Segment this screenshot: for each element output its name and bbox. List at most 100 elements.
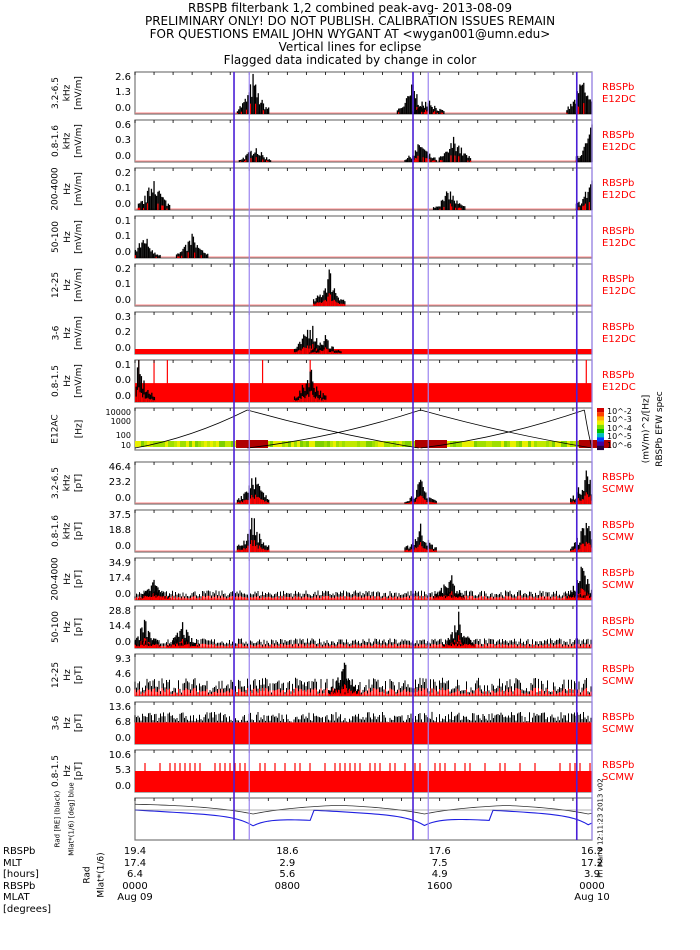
panel-band-label-column: 0.8-1.5	[50, 360, 62, 402]
spectrogram-cell	[267, 441, 270, 447]
colorbar-title-column: (mV/m)^2/[Hz]	[640, 394, 652, 464]
panel-unit-column: [mV/m]	[73, 120, 85, 162]
panel-band-label-column: 3.2-6.5	[50, 462, 62, 504]
x-tick-mlat: 5.6	[279, 869, 296, 880]
instrument-label: E12DC	[602, 142, 636, 153]
panel-frame	[134, 215, 593, 259]
axis-inner-label: Rad	[83, 866, 94, 884]
spectrogram-cell	[303, 441, 306, 447]
y-tick-label: 0.0	[115, 295, 131, 306]
flagged-data-fill	[135, 349, 592, 354]
spectrogram-cell	[147, 441, 150, 447]
spectrogram-cell	[300, 441, 303, 447]
panel-unit-column: [mV/m]	[73, 216, 85, 258]
spectrogram-cell	[348, 441, 351, 447]
panel-band-label-column: 3.2-6.5	[50, 72, 62, 114]
x-tick-rad: 16.2	[580, 846, 604, 857]
spectrogram-cell	[573, 441, 576, 447]
panel-freq-unit: Hz	[62, 765, 73, 777]
panel-band-label-column: 50-100	[50, 216, 62, 258]
spectrogram-cell	[489, 441, 492, 447]
orbit-rad-label: Rad [RE] (black)	[53, 790, 62, 848]
panel-freq-unit-column: Hz	[62, 606, 73, 648]
spectrogram-cell	[207, 441, 210, 447]
colorbar-cell	[597, 416, 604, 421]
panel-unit: [mV/m]	[74, 124, 84, 158]
y-tick-label: 6.8	[115, 717, 131, 728]
panel-band-label: E12AC	[51, 414, 62, 444]
y-tick-label: 14.4	[108, 621, 131, 632]
panel-unit: [mV/m]	[74, 364, 84, 398]
spectrogram-cell	[204, 441, 207, 447]
y-tick-label: 0.0	[115, 151, 131, 162]
y-tick-label: 0.3	[115, 312, 131, 323]
panel-freq-unit-column: kHz	[62, 510, 73, 552]
panel-band-label: 3.2-6.5	[51, 467, 61, 499]
spectrogram-cell	[522, 441, 525, 447]
flagged-data-fill	[135, 383, 592, 402]
instrument-label: RBSPb	[602, 760, 635, 771]
colorbar-tick: 10^-5	[607, 432, 632, 442]
instrument-label: RBSPb	[602, 274, 635, 285]
spectrogram-cell	[195, 441, 198, 447]
y-tick-label: 0.1	[115, 360, 131, 371]
spectrogram-cell	[174, 441, 177, 447]
y-tick-label: 10.6	[108, 750, 131, 761]
x-tick-rad: 18.6	[276, 846, 299, 857]
panel-unit: [Hz]	[74, 419, 85, 439]
spectrogram-cell	[144, 441, 147, 447]
spectrogram-cell	[543, 441, 546, 447]
panel-freq-unit-column: Hz	[62, 702, 73, 744]
y-tick-label: 10000	[105, 408, 131, 417]
spectrogram-cell	[159, 441, 162, 447]
spectrogram-cell	[294, 441, 297, 447]
instrument-label: RBSPb	[602, 130, 635, 141]
spectrogram-cell	[219, 441, 222, 447]
spectrogram-cell	[342, 441, 345, 447]
spectrogram-cell	[516, 441, 519, 447]
spectrogram-cell	[402, 441, 405, 447]
spectrogram-cell	[165, 441, 168, 447]
spectrogram-cell	[186, 441, 189, 447]
spectrogram-cell	[450, 441, 453, 447]
y-tick-label: 0.2	[115, 168, 131, 179]
gyro-frequency-line	[247, 409, 421, 449]
spectrogram-cell	[537, 441, 540, 447]
colorbar-cell	[597, 420, 604, 425]
panel-freq-unit-column: Hz	[62, 558, 73, 600]
spectrogram-cell	[480, 441, 483, 447]
panel-band-label: 12-25	[51, 271, 61, 299]
panel-band-label: 0.8-1.6	[51, 125, 61, 157]
spectrogram-cell	[540, 441, 543, 447]
spectrogram-cell	[468, 441, 471, 447]
spectrogram-cell	[273, 441, 276, 447]
instrument-label: SCMW	[602, 532, 634, 543]
x-tick-date: Aug 09	[117, 892, 153, 903]
spectrogram-cell	[399, 441, 402, 447]
x-tick-mlt: 17.4	[123, 857, 147, 869]
y-tick-label: 37.5	[108, 510, 131, 521]
y-tick-label: 0.0	[115, 391, 131, 402]
spectrogram-cell	[180, 441, 183, 447]
panel-band-label-column: 3-6	[50, 702, 62, 744]
instrument-label: E12DC	[602, 382, 636, 393]
spectrogram-cell	[549, 441, 552, 447]
y-tick-label: 23.2	[108, 477, 131, 488]
x-tick-date: Aug 10	[574, 892, 610, 903]
colorbar-tick: 10^-4	[607, 423, 632, 433]
colorbar-title: (mV/m)^2/[Hz]	[641, 394, 651, 464]
instrument-label: SCMW	[602, 628, 634, 639]
spectrogram-cell	[360, 441, 363, 447]
y-tick-label: 9.3	[115, 654, 131, 665]
x-tick-time: 0000	[579, 880, 605, 892]
y-tick-label: 0.3	[115, 135, 131, 146]
panel-freq-unit: kHz	[62, 132, 73, 150]
spectrogram-hot-region	[578, 440, 611, 448]
spectrogram-cell	[495, 441, 498, 447]
panel-freq-unit-column: Hz	[62, 216, 73, 258]
axis-inner-label-column: Rad	[82, 844, 94, 906]
panel-frame	[134, 797, 593, 841]
y-tick-label: 0.1	[115, 279, 131, 290]
panel-unit: [pT]	[74, 761, 85, 781]
